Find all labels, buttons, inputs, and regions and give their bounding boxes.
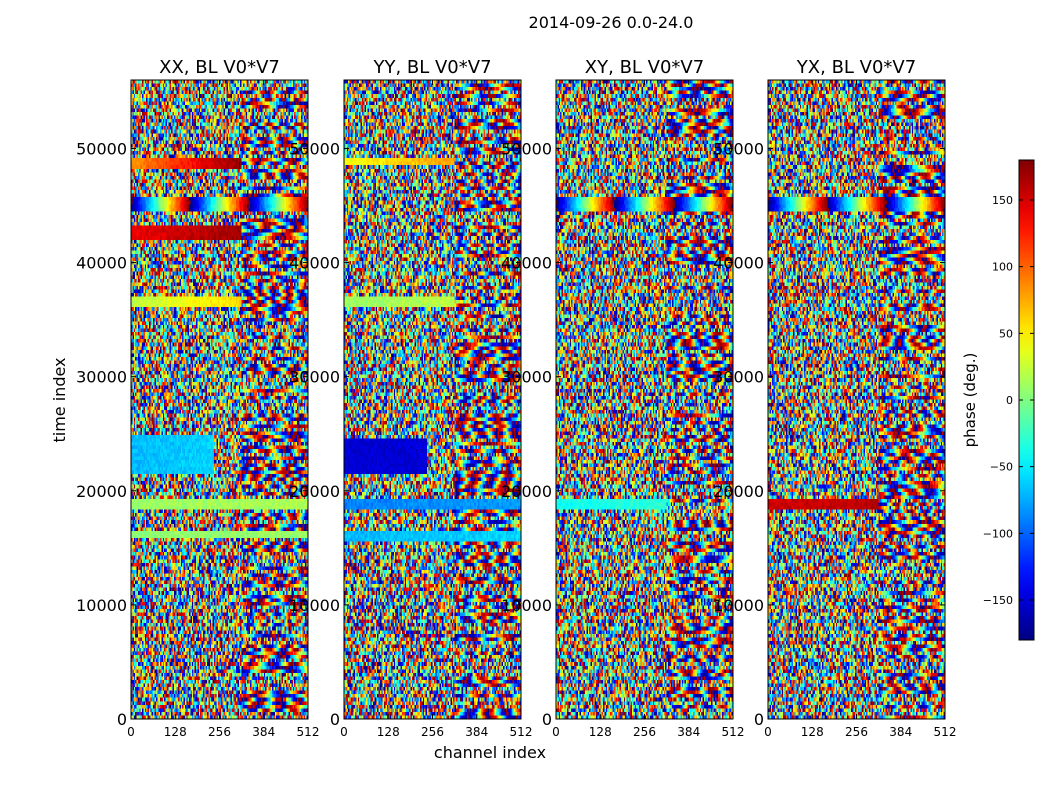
y-tick-label: 0 [330, 710, 340, 729]
y-tick-label: 40000 [76, 254, 127, 273]
y-tick-label: 10000 [501, 596, 552, 615]
y-tick-label: 30000 [289, 368, 340, 387]
x-tick-label: 384 [889, 725, 912, 739]
x-tick-label: 128 [377, 725, 400, 739]
colorbar-tick-label: 150 [992, 194, 1013, 207]
y-tick-label: 40000 [289, 254, 340, 273]
y-tick-label: 30000 [713, 368, 764, 387]
x-tick-label: 128 [164, 725, 187, 739]
heatmap-image [768, 80, 945, 719]
x-tick-label: 256 [845, 725, 868, 739]
colorbar-tick-label: −150 [983, 594, 1013, 607]
x-tick-label: 512 [722, 725, 745, 739]
y-tick-label: 30000 [76, 368, 127, 387]
x-tick-label: 384 [677, 725, 700, 739]
x-tick-label: 128 [801, 725, 824, 739]
y-tick-label: 10000 [76, 596, 127, 615]
colorbar-tick-label: 50 [999, 327, 1013, 340]
y-tick-label: 30000 [501, 368, 552, 387]
y-tick-label: 40000 [713, 254, 764, 273]
heatmap-image [131, 80, 308, 719]
panel-title: XY, BL V0*V7 [585, 57, 704, 78]
panel-3: XY, BL V0*V7 0 128 256 384 512 0 10000 20000 3000… [501, 57, 744, 739]
panel-title: YX, BL V0*V7 [796, 57, 916, 78]
x-tick-label: 128 [589, 725, 612, 739]
x-tick-label: 0 [552, 725, 560, 739]
y-axis-label: time index [50, 357, 69, 442]
y-tick-label: 10000 [289, 596, 340, 615]
colorbar-label: phase (deg.) [961, 353, 979, 448]
x-tick-label: 256 [421, 725, 444, 739]
y-tick-label: 50000 [713, 139, 764, 158]
x-tick-label: 256 [208, 725, 231, 739]
y-tick-label: 20000 [713, 482, 764, 501]
y-tick-label: 50000 [289, 139, 340, 158]
x-tick-label: 512 [934, 725, 957, 739]
panel-2: YY, BL V0*V7 0 128 256 384 512 0 10000 20000 3000… [289, 57, 532, 739]
y-tick-label: 50000 [76, 139, 127, 158]
y-tick-label: 20000 [76, 482, 127, 501]
y-tick-label: 0 [542, 710, 552, 729]
colorbar: −150 −100 −50 0 50 100 150 [983, 159, 1035, 641]
y-tick-label: 20000 [501, 482, 552, 501]
y-tick-label: 40000 [501, 254, 552, 273]
panel-1: XX, BL V0*V7 0 128 256 384 512 0 10000 20000 3000… [76, 57, 319, 739]
x-tick-label: 384 [252, 725, 275, 739]
colorbar-tick-label: 0 [1006, 394, 1013, 407]
colorbar-tick-label: −100 [983, 527, 1013, 540]
y-tick-label: 50000 [501, 139, 552, 158]
colorbar-tick-label: 100 [992, 261, 1013, 274]
x-tick-label: 512 [510, 725, 533, 739]
panel-title: YY, BL V0*V7 [372, 57, 491, 78]
x-tick-label: 512 [297, 725, 320, 739]
x-tick-label: 0 [340, 725, 348, 739]
y-tick-label: 0 [117, 710, 127, 729]
x-axis-label: channel index [434, 743, 546, 762]
x-tick-label: 256 [633, 725, 656, 739]
x-tick-label: 0 [764, 725, 772, 739]
heatmap-image [556, 80, 733, 719]
panel-4: YX, BL V0*V7 0 128 256 384 512 0 10000 20000 3000… [713, 57, 956, 739]
y-tick-label: 0 [754, 710, 764, 729]
x-tick-label: 0 [127, 725, 135, 739]
panel-title: XX, BL V0*V7 [159, 57, 280, 78]
figure-title: 2014-09-26 0.0-24.0 [529, 13, 694, 32]
y-tick-label: 10000 [713, 596, 764, 615]
colorbar-tick-label: −50 [990, 461, 1013, 474]
panels: XX, BL V0*V7 0 128 256 384 512 0 10000 20000 3000… [76, 57, 956, 739]
x-tick-label: 384 [465, 725, 488, 739]
y-tick-label: 20000 [289, 482, 340, 501]
heatmap-image [344, 80, 521, 719]
